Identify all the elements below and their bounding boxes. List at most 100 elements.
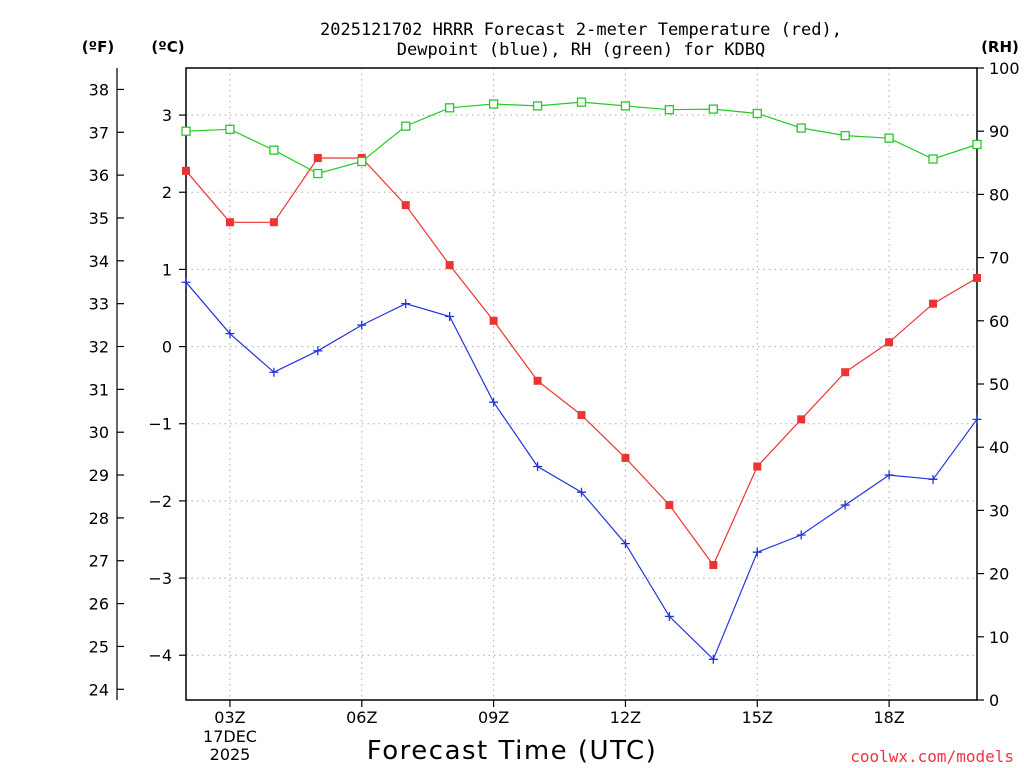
c-tick-label: −1: [148, 415, 172, 434]
f-tick-label: 37: [89, 123, 109, 142]
temperature-point-5z: [313, 153, 322, 162]
temperature-point-2z: [182, 166, 190, 175]
f-tick-label: 35: [89, 209, 109, 228]
rh-point-9z: [488, 99, 499, 109]
date-label-day: 17DEC: [203, 727, 257, 746]
temperature-point-17z: [841, 368, 850, 377]
dewpoint-point-3z: [225, 329, 235, 339]
watermark: coolwx.com/models: [850, 747, 1014, 766]
rh-line: [185, 101, 978, 175]
temperature-point-19z: [929, 299, 938, 308]
rh-point-7z: [401, 121, 411, 131]
dewpoint-point-5z: [313, 346, 323, 356]
axis-unit-rh: (RH): [981, 38, 1019, 56]
rh-point-10z: [532, 101, 543, 111]
rh-point-20z: [972, 139, 982, 150]
rh-point-11z: [576, 97, 587, 107]
series-layer: [181, 97, 982, 664]
rh-point-6z: [357, 156, 367, 167]
c-tick-label: 2: [162, 183, 172, 202]
rh-point-13z: [664, 105, 675, 115]
temperature-point-3z: [225, 218, 234, 227]
temperature-point-14z: [709, 561, 718, 570]
rh-point-14z: [708, 104, 718, 114]
temperature-point-7z: [401, 201, 410, 210]
chart-title-line-2: Dewpoint (blue), RH (green) for KDBQ: [397, 40, 765, 60]
dewpoint-point-12z: [620, 539, 630, 549]
rh-tick-label: 60: [989, 312, 1009, 331]
dewpoint-point-4z: [269, 367, 279, 377]
dewpoint-point-15z: [752, 547, 762, 557]
temperature-point-18z: [885, 338, 894, 347]
f-tick-label: 29: [89, 466, 109, 485]
f-tick-label: 26: [89, 595, 109, 614]
f-tick-label: 33: [89, 295, 109, 314]
dewpoint-point-6z: [357, 320, 367, 330]
temperature-point-12z: [621, 453, 630, 462]
temperature-point-16z: [797, 415, 806, 424]
x-tick-label: 12Z: [610, 708, 641, 727]
rh-point-16z: [796, 123, 806, 133]
rh-tick-label: 80: [989, 185, 1009, 204]
c-tick-label: 3: [162, 106, 172, 125]
dewpoint-point-16z: [796, 530, 806, 540]
temperature-point-11z: [577, 411, 586, 420]
x-tick-label: 15Z: [742, 708, 773, 727]
f-tick-label: 30: [89, 423, 109, 442]
chart-title-line-1: 2025121702 HRRR Forecast 2-meter Tempera…: [320, 20, 842, 40]
rh-point-3z: [225, 124, 235, 134]
temperature-point-15z: [753, 462, 762, 471]
dewpoint-point-18z: [884, 470, 894, 480]
rh-point-12z: [620, 101, 631, 111]
axis-unit-celsius: (ºC): [151, 38, 184, 56]
c-tick-label: −2: [148, 492, 172, 511]
f-tick-label: 25: [89, 637, 109, 656]
x-tick-label: 09Z: [478, 708, 509, 727]
f-tick-label: 32: [89, 338, 109, 357]
dewpoint-point-19z: [928, 474, 938, 484]
rh-tick-label: 10: [989, 628, 1009, 647]
temperature-point-13z: [665, 501, 674, 510]
rh-point-18z: [884, 133, 894, 143]
x-axis-label: Forecast Time (UTC): [367, 736, 658, 766]
rh-tick-label: 50: [989, 375, 1009, 394]
c-tick-label: 1: [162, 260, 172, 279]
rh-point-17z: [840, 130, 850, 141]
temperature-point-20z: [973, 273, 981, 282]
c-tick-label: 0: [162, 338, 172, 357]
grid-lines: [186, 68, 977, 700]
f-tick-label: 36: [89, 166, 109, 185]
c-tick-label: −4: [148, 646, 172, 665]
x-tick-label: 18Z: [873, 708, 904, 727]
dewpoint-point-13z: [664, 611, 674, 621]
rh-point-15z: [752, 108, 762, 119]
rh-tick-label: 100: [989, 59, 1020, 78]
temperature-point-10z: [533, 376, 542, 385]
temperature-point-9z: [489, 316, 498, 325]
plot-frame: [185, 67, 978, 701]
x-tick-label: 06Z: [346, 708, 377, 727]
dewpoint-point-7z: [401, 299, 411, 309]
f-tick-label: 31: [89, 380, 109, 399]
rh-point-2z: [181, 126, 191, 136]
rh-point-8z: [445, 103, 455, 113]
rh-point-5z: [313, 168, 323, 179]
dewpoint-point-14z: [708, 654, 718, 664]
f-tick-label: 28: [89, 509, 109, 528]
rh-tick-label: 90: [989, 122, 1009, 141]
c-tick-label: −3: [148, 569, 172, 588]
rh-tick-label: 0: [989, 691, 999, 710]
temperature-point-8z: [445, 261, 454, 270]
axis-unit-fahrenheit: (ºF): [82, 38, 114, 56]
dewpoint-point-17z: [840, 500, 850, 510]
f-tick-label: 34: [89, 252, 109, 271]
dewpoint-point-2z: [181, 277, 191, 287]
dewpoint-point-20z: [972, 414, 982, 424]
date-label-year: 2025: [210, 745, 251, 764]
dewpoint-line: [185, 281, 978, 661]
rh-tick-label: 30: [989, 501, 1009, 520]
x-tick-label: 03Z: [214, 708, 245, 727]
rh-tick-label: 20: [989, 565, 1009, 584]
dewpoint-point-10z: [533, 461, 543, 471]
